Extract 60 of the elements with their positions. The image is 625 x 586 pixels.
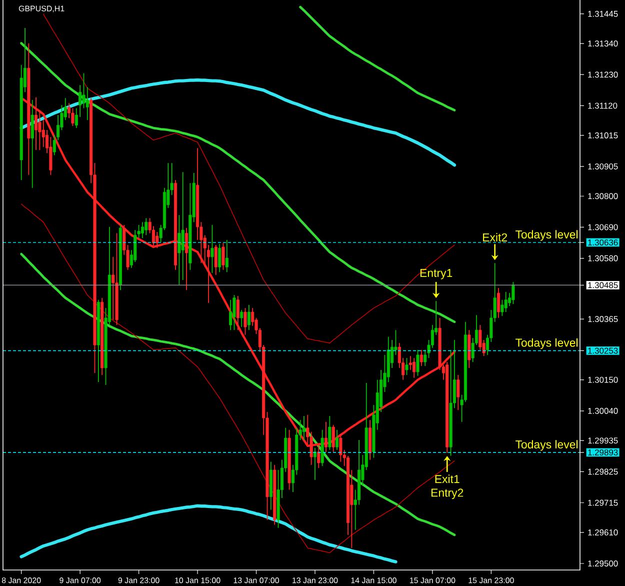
candlestick (247, 304, 250, 331)
candlestick (456, 374, 460, 410)
y-tick-label: 1.31015 (588, 132, 618, 138)
y-tick-label: 1.30580 (588, 255, 618, 262)
candlestick (30, 100, 34, 188)
ref-line-label: Todays level (516, 230, 578, 241)
y-tick-label: 1.30905 (588, 163, 618, 170)
y-tick-label: 1.29500 (588, 560, 618, 566)
y-tick-label: 1.31445 (588, 10, 618, 17)
y-tick-label: 1.29610 (588, 529, 618, 536)
candlestick (86, 86, 89, 121)
annotation: Exit2 (483, 233, 507, 242)
candlestick (328, 416, 332, 450)
candlestick (313, 447, 317, 480)
candlestick (156, 232, 159, 249)
annotation: Exit1 (435, 474, 460, 484)
y-tick-label: 1.29935 (588, 438, 618, 444)
y-tick-label: 1.30365 (588, 316, 618, 322)
y-tick-label: 1.30253 (588, 348, 618, 354)
y-tick-label: 1.30040 (588, 408, 618, 414)
annotation: Entry2 (432, 488, 464, 500)
candlestick (416, 349, 420, 376)
ref-line-label: Todays level (516, 440, 578, 451)
candlestick (236, 295, 240, 331)
candlestick (335, 429, 339, 450)
y-tick-label: 1.29825 (588, 468, 618, 475)
candlestick (225, 239, 228, 273)
y-tick-label: 1.30485 (588, 282, 618, 288)
candlestick (210, 224, 214, 274)
candlestick (504, 291, 508, 312)
y-tick-label: 1.31230 (588, 72, 618, 78)
candlestick (512, 282, 515, 305)
candlestick (144, 218, 148, 236)
y-tick-label: 1.30800 (588, 193, 618, 200)
candlestick (214, 244, 218, 276)
candlestick (185, 228, 188, 290)
y-tick-label: 1.31120 (588, 102, 618, 109)
y-tick-label: 1.30150 (588, 376, 618, 383)
candlestick (412, 358, 416, 378)
candlestick (232, 294, 236, 331)
candlestick (405, 358, 408, 376)
y-tick-label: 1.29715 (588, 500, 618, 506)
y-tick-label: 1.31340 (588, 40, 618, 47)
y-tick-label: 1.30690 (588, 224, 618, 230)
ref-line-label: Todays level (516, 338, 578, 349)
candlestick (251, 308, 254, 326)
candlestick (218, 243, 222, 273)
candlestick (302, 416, 306, 440)
candlestick (140, 222, 144, 238)
candlestick (244, 308, 247, 336)
candlestick (222, 242, 225, 270)
candlestick (240, 310, 244, 328)
annotation: Entry1 (420, 269, 452, 280)
y-tick-label: 1.30636 (588, 239, 618, 246)
candlestick (181, 172, 184, 280)
candlestick (497, 288, 500, 318)
candlestick (420, 349, 423, 366)
candlestick (229, 299, 232, 331)
candlestick (408, 356, 412, 370)
y-tick-label: 1.29893 (588, 449, 618, 456)
